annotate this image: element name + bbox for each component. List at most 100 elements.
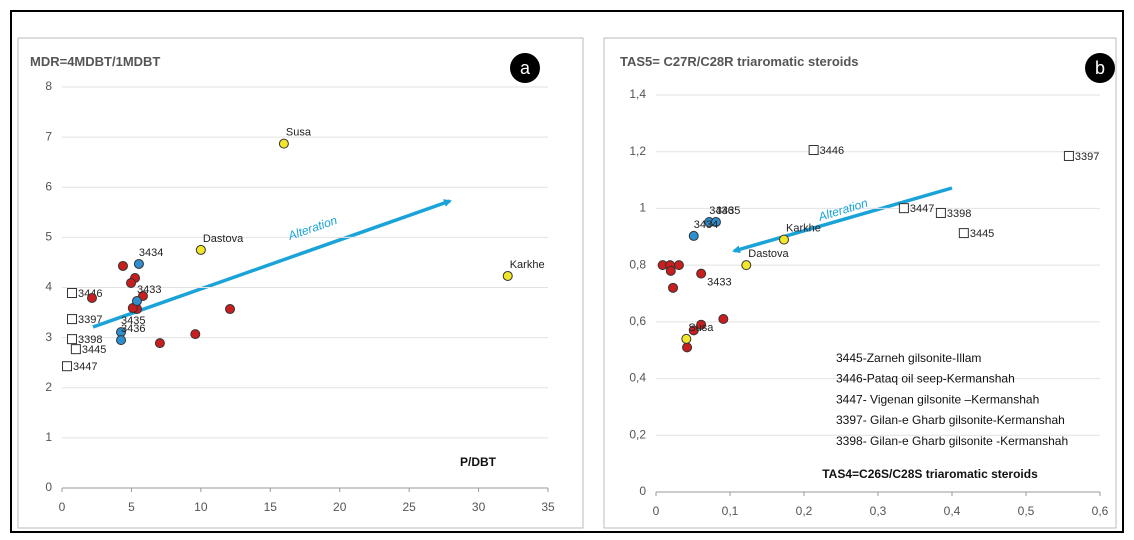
point-label: 3434 [139,247,163,259]
chart-title: MDR=4MDBT/1MDBT [30,54,160,69]
point [133,258,144,269]
point [225,304,236,315]
panel-frame [17,37,584,529]
note: 3398- Gilan-e Gharb gilsonite -Kermansha… [836,434,1068,448]
x-tick-label: 5 [128,500,135,514]
y-tick-label: 7 [45,129,52,143]
badge-label: a [520,58,531,78]
x-tick-label: 0 [59,500,66,514]
badge [510,53,540,83]
point [696,268,707,279]
point [86,293,97,304]
point [688,230,699,241]
y-tick-label: 1,4 [629,87,646,101]
point-label: 3436 [121,323,145,335]
badge [1085,53,1115,83]
panel-frame [603,37,1117,529]
point [502,270,513,281]
point-label: 3445 [970,228,994,240]
x-tick-label: 30 [472,500,486,514]
y-tick-label: 1 [45,430,52,444]
point [665,265,676,276]
x-tick-label: 25 [402,500,416,514]
point-label: 3446 [820,145,844,157]
point [779,234,790,245]
x-tick-label: 0 [653,504,660,518]
note: 3445-Zarneh gilsonite-Illam [836,351,981,365]
point-label: 3445 [82,344,106,356]
y-tick-label: 6 [45,179,52,193]
point [117,260,128,271]
y-tick-label: 0,8 [629,257,646,271]
point-label: Susa [688,322,714,334]
y-tick-label: 3 [45,330,52,344]
x-tick-label: 35 [541,500,555,514]
point-label: 3435 [121,315,145,327]
x-tick-label: 0,5 [1018,504,1035,518]
point-label: 3397 [1075,151,1099,163]
y-tick-label: 8 [45,79,52,93]
point [61,361,72,372]
point-label: Susa [286,127,312,139]
point-label: 3434 [694,219,718,231]
point [682,342,693,353]
x-tick-label: 0,2 [796,504,813,518]
note: 3446-Pataq oil seep-Kermanshah [836,372,1015,386]
point [696,319,707,330]
note: 3447- Vigenan gilsonite –Kermanshah [836,392,1039,406]
note: 3397- Gilan-e Gharb gilsonite-Kermanshah [836,413,1065,427]
point-label: 3435 [716,205,740,217]
x-axis-label: TAS4=C26S/C28S triaromatic steroids [822,467,1038,481]
point [190,329,201,340]
y-tick-label: 4 [45,280,52,294]
y-tick-label: 1 [639,201,646,215]
outer-frame [10,10,1124,533]
point [126,277,137,288]
x-tick-label: 15 [264,500,278,514]
point-label: 3436 [709,205,733,217]
badge-label: b [1095,58,1105,78]
point-label: 3398 [947,208,971,220]
x-axis-label: P/DBT [460,455,497,469]
x-tick-label: 10 [194,500,208,514]
point [673,260,684,271]
x-tick-label: 0,6 [1092,504,1109,518]
x-tick-label: 0,4 [944,504,961,518]
point [195,244,206,255]
alteration-arrow [732,186,953,254]
annotation: Alteration [285,213,339,243]
point [808,145,819,156]
y-tick-label: 1,2 [629,144,646,158]
point [958,228,969,239]
point-label: 3447 [910,203,934,215]
y-tick-label: 0 [45,480,52,494]
point [681,333,692,344]
point-label: 3447 [73,361,97,373]
point [116,335,127,346]
point [935,207,946,218]
point-label: 3433 [707,277,731,289]
y-tick-label: 0 [639,484,646,498]
point [668,282,679,293]
point [741,260,752,271]
y-tick-label: 5 [45,230,52,244]
x-tick-label: 20 [333,500,347,514]
chart-title: TAS5= C27R/C28R triaromatic steroids [620,54,859,69]
point-label: Karkhe [510,259,545,271]
point [718,314,729,325]
point [66,334,77,345]
point-label: 3397 [78,314,102,326]
point-label: Dastova [748,248,789,260]
point [131,296,142,307]
point [898,203,909,214]
point [66,314,77,325]
point [1063,150,1074,161]
point [70,344,81,355]
point [710,217,721,228]
point [66,288,77,299]
point-label: 3433 [137,284,161,296]
y-tick-label: 0,2 [629,427,646,441]
alteration-arrow [92,199,452,329]
